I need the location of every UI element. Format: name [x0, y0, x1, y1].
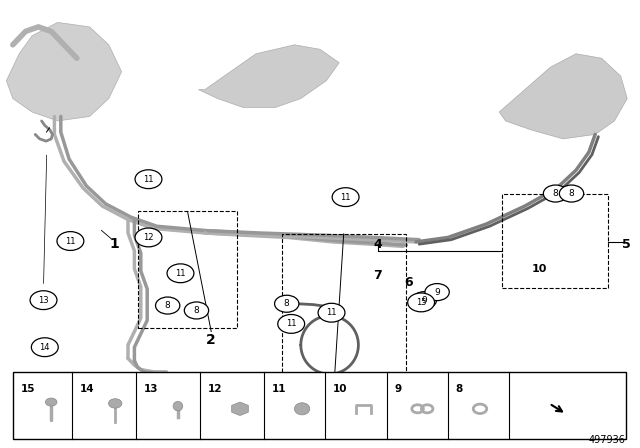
Circle shape: [425, 284, 449, 301]
Text: 11: 11: [326, 308, 337, 317]
Circle shape: [30, 291, 57, 310]
Text: 12: 12: [143, 233, 154, 242]
Text: 10: 10: [531, 264, 547, 274]
Circle shape: [135, 228, 162, 247]
Polygon shape: [499, 54, 627, 139]
Text: 14: 14: [40, 343, 50, 352]
Text: 8: 8: [194, 306, 199, 315]
Circle shape: [156, 297, 180, 314]
Text: 7: 7: [373, 269, 382, 282]
Text: 6: 6: [404, 276, 413, 289]
Circle shape: [408, 293, 435, 312]
Circle shape: [278, 314, 305, 333]
Text: 11: 11: [286, 319, 296, 328]
Text: 1: 1: [109, 237, 119, 251]
Text: 2: 2: [206, 332, 216, 347]
Text: 11: 11: [175, 269, 186, 278]
Text: 13: 13: [38, 296, 49, 305]
Text: 3: 3: [328, 403, 338, 417]
Text: 11: 11: [340, 193, 351, 202]
Circle shape: [318, 303, 345, 322]
Circle shape: [412, 292, 436, 309]
Text: 9: 9: [422, 296, 427, 305]
Text: 497936: 497936: [589, 435, 626, 445]
Circle shape: [332, 188, 359, 207]
Bar: [282, 234, 406, 382]
Circle shape: [184, 302, 209, 319]
Circle shape: [135, 170, 162, 189]
Text: 11: 11: [65, 237, 76, 246]
Bar: [502, 194, 608, 288]
Text: 5: 5: [621, 237, 630, 251]
Text: 14: 14: [79, 383, 94, 394]
Ellipse shape: [294, 403, 310, 415]
Text: 4: 4: [373, 237, 382, 251]
Text: 13: 13: [143, 383, 158, 394]
Polygon shape: [198, 45, 339, 108]
Text: 15: 15: [416, 298, 426, 307]
Text: 9: 9: [395, 383, 402, 394]
Text: 8: 8: [456, 383, 463, 394]
Circle shape: [45, 398, 57, 406]
Text: 12: 12: [207, 383, 222, 394]
Ellipse shape: [173, 401, 183, 411]
Text: 8: 8: [284, 299, 289, 308]
Text: 10: 10: [333, 383, 348, 394]
Text: 11: 11: [143, 175, 154, 184]
Circle shape: [57, 232, 84, 250]
Bar: [13, 372, 626, 439]
Circle shape: [543, 185, 568, 202]
Text: 8: 8: [553, 189, 558, 198]
Circle shape: [275, 295, 299, 312]
Polygon shape: [6, 22, 122, 121]
Text: 15: 15: [20, 383, 35, 394]
Text: 8: 8: [165, 301, 170, 310]
Bar: [138, 211, 237, 328]
Text: 11: 11: [271, 383, 286, 394]
Text: 8: 8: [569, 189, 574, 198]
Circle shape: [167, 264, 194, 283]
Circle shape: [31, 338, 58, 357]
Ellipse shape: [108, 399, 122, 408]
Text: 9: 9: [435, 288, 440, 297]
Circle shape: [559, 185, 584, 202]
